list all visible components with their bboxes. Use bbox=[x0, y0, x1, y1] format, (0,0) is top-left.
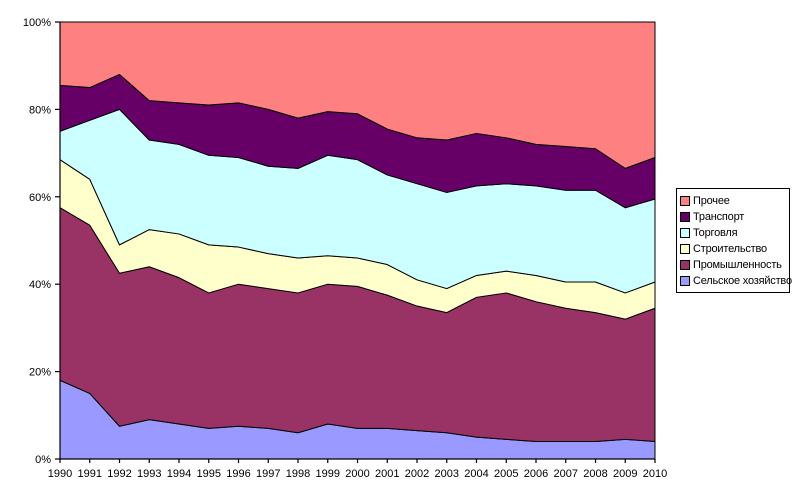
x-tick-label: 2008 bbox=[583, 468, 607, 480]
legend-label: Торговля bbox=[693, 227, 738, 239]
x-tick-label: 1995 bbox=[197, 468, 221, 480]
x-tick-label: 1993 bbox=[137, 468, 161, 480]
x-tick-label: 1991 bbox=[78, 468, 102, 480]
x-tick-label: 1997 bbox=[256, 468, 280, 480]
x-tick-label: 2002 bbox=[405, 468, 429, 480]
x-tick-label: 1998 bbox=[286, 468, 310, 480]
x-tick-label: 1990 bbox=[48, 468, 72, 480]
legend-item: Промышленность bbox=[680, 257, 787, 273]
area-6 bbox=[59, 21, 656, 169]
x-tick-label: 2006 bbox=[524, 468, 548, 480]
legend: Прочее Транспорт Торговля Строительство Пром… bbox=[676, 188, 792, 293]
legend-item: Строительство bbox=[680, 241, 787, 257]
x-tick-label: 1996 bbox=[226, 468, 250, 480]
legend-swatch-icon bbox=[680, 244, 690, 254]
legend-item: Торговля bbox=[680, 225, 787, 241]
legend-swatch-icon bbox=[680, 276, 690, 286]
legend-item: Транспорт bbox=[680, 209, 787, 225]
x-tick-label: 1999 bbox=[316, 468, 340, 480]
legend-swatch-icon bbox=[680, 228, 690, 238]
x-tick-label: 1992 bbox=[107, 468, 131, 480]
x-tick-label: 2007 bbox=[554, 468, 578, 480]
x-tick-label: 2003 bbox=[435, 468, 459, 480]
x-tick-label: 2001 bbox=[375, 468, 399, 480]
y-tick-label: 0% bbox=[35, 454, 51, 466]
axis-labels-group: 0% 20% 40% 60% 80% 100% 1990 1991 1992 1993 1994 19… bbox=[23, 17, 667, 480]
legend-label: Строительство bbox=[693, 243, 767, 255]
x-tick-label: 2010 bbox=[643, 468, 667, 480]
legend-swatch-icon bbox=[680, 196, 690, 206]
y-tick-label: 60% bbox=[29, 192, 51, 204]
legend-item: Сельское хозяйство bbox=[680, 273, 792, 289]
legend-label: Сельское хозяйство bbox=[693, 275, 792, 287]
legend-label: Транспорт bbox=[693, 211, 745, 223]
y-tick-label: 20% bbox=[29, 367, 51, 379]
x-tick-label: 2005 bbox=[494, 468, 518, 480]
x-tick-label: 1994 bbox=[167, 468, 191, 480]
y-tick-label: 40% bbox=[29, 279, 51, 291]
legend-label: Прочее bbox=[693, 195, 730, 207]
legend-label: Промышленность bbox=[693, 259, 782, 271]
x-tick-label: 2000 bbox=[345, 468, 369, 480]
x-tick-label: 2009 bbox=[613, 468, 637, 480]
axes-group bbox=[55, 21, 656, 463]
y-tick-label: 80% bbox=[29, 104, 51, 116]
legend-item: Прочее bbox=[680, 193, 787, 209]
legend-swatch-icon bbox=[680, 260, 690, 270]
y-tick-label: 100% bbox=[23, 17, 51, 29]
legend-swatch-icon bbox=[680, 212, 690, 222]
area-series-group bbox=[59, 21, 656, 460]
x-tick-label: 2004 bbox=[464, 468, 488, 480]
